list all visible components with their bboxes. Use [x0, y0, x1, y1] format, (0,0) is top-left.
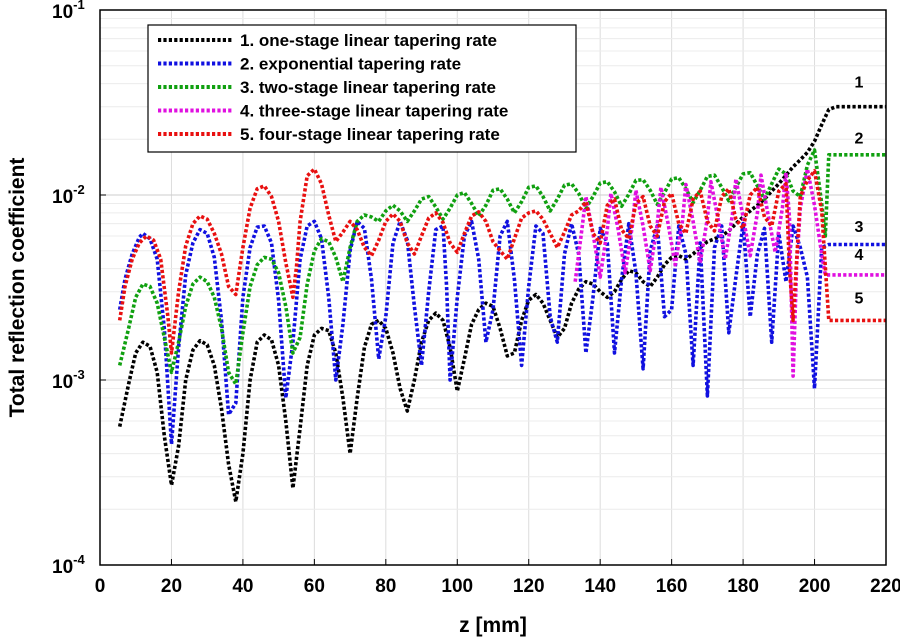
x-tick-labels: 0 20 40 60 80 100 120 140 160 180 200 220 [95, 576, 900, 597]
x-tick-label: 160 [656, 576, 688, 597]
series-end-labels: 1 2 3 4 5 [855, 75, 864, 308]
series-line-s5 [117, 167, 886, 355]
series-line-s2 [117, 219, 886, 447]
y-tick-label: 10-3 [52, 367, 85, 393]
y-tick-labels: 10-4 10-3 10-2 10-1 [52, 0, 106, 578]
end-label-s3: 3 [855, 219, 864, 236]
legend-label-s3: 3. two-stage linear tapering rate [240, 78, 496, 97]
plot-frame [99, 9, 887, 566]
end-label-s5: 5 [855, 290, 864, 307]
legend-label-s5: 5. four-stage linear tapering rate [240, 125, 500, 144]
legend-label-s4: 4. three-stage linear tapering rate [240, 102, 508, 121]
end-label-s1: 1 [855, 75, 864, 92]
x-tick-label: 40 [232, 576, 253, 597]
legend-label-s2: 2. exponential tapering rate [240, 55, 461, 74]
x-tick-label: 100 [441, 576, 473, 597]
y-axis-label: Total reflection coefficient [6, 158, 29, 418]
x-tick-label: 60 [304, 576, 325, 597]
y-tick-label: 10-4 [52, 552, 85, 578]
legend-label-s1: 1. one-stage linear tapering rate [240, 31, 497, 50]
x-tick-label: 20 [161, 576, 182, 597]
x-tick-label: 200 [799, 576, 831, 597]
x-tick-label: 120 [513, 576, 545, 597]
legend: 1. one-stage linear tapering rate 2. expo… [147, 24, 577, 153]
end-label-s4: 4 [855, 247, 864, 264]
y-tick-label: 10-2 [52, 182, 85, 208]
series-line-s1 [117, 104, 886, 504]
y-tick-label: 10-1 [52, 0, 85, 23]
series-line-s3 [117, 148, 886, 386]
x-tick-label: 220 [870, 576, 900, 597]
x-tick-label: 0 [95, 576, 106, 597]
end-label-s2: 2 [855, 130, 864, 147]
series-group [117, 104, 886, 504]
x-axis-label: z [mm] [459, 614, 527, 637]
x-tick-label: 140 [584, 576, 616, 597]
x-tick-label: 180 [727, 576, 759, 597]
x-tick-label: 80 [375, 576, 396, 597]
